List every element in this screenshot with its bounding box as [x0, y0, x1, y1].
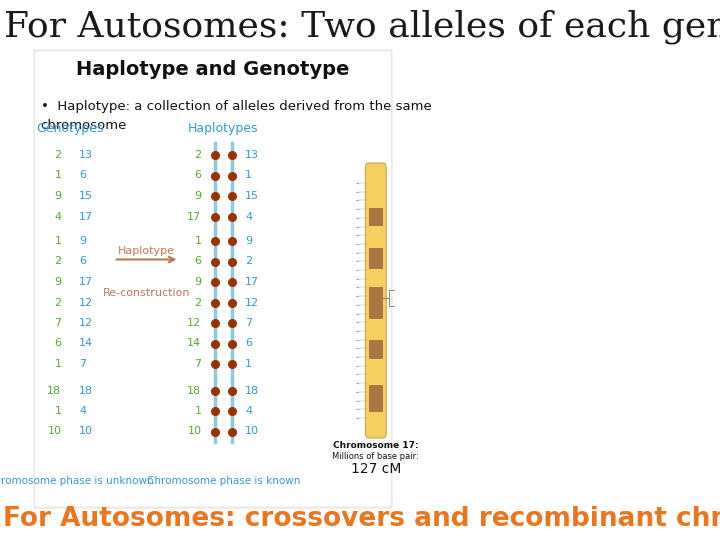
Text: 10: 10 [48, 427, 61, 436]
Text: 1: 1 [55, 406, 61, 416]
Text: 12: 12 [79, 298, 93, 307]
Bar [369, 287, 383, 319]
Text: Millions of base pair:: Millions of base pair: [333, 452, 419, 461]
Text: 6: 6 [194, 171, 202, 180]
Text: 1: 1 [246, 171, 252, 180]
Text: 13: 13 [79, 150, 93, 160]
Text: 127 cM: 127 cM [351, 462, 401, 476]
Text: 18: 18 [48, 386, 61, 395]
Text: 14: 14 [187, 339, 202, 348]
Text: 7: 7 [246, 318, 252, 328]
Text: 10: 10 [187, 427, 202, 436]
Text: Re-construction: Re-construction [103, 287, 190, 298]
Text: 4: 4 [246, 212, 252, 221]
Text: 17: 17 [79, 277, 93, 287]
Text: Haplotypes: Haplotypes [188, 122, 258, 135]
Text: Chromosome phase is unknown: Chromosome phase is unknown [0, 476, 153, 486]
Text: 4: 4 [79, 406, 86, 416]
Text: 15: 15 [246, 191, 259, 201]
Text: 9: 9 [194, 277, 202, 287]
Text: 9: 9 [246, 236, 252, 246]
Text: 9: 9 [79, 236, 86, 246]
Text: 1: 1 [55, 236, 61, 246]
Text: 10: 10 [246, 427, 259, 436]
FancyBboxPatch shape [34, 50, 392, 508]
Text: 17: 17 [187, 212, 202, 221]
Text: 6: 6 [79, 171, 86, 180]
Text: For Autosomes: Two alleles of each gene: For Autosomes: Two alleles of each gene [4, 10, 720, 44]
Text: 1: 1 [55, 359, 61, 369]
Text: 1: 1 [55, 171, 61, 180]
Text: Haplotype and Genotype: Haplotype and Genotype [76, 60, 349, 79]
Text: 4: 4 [54, 212, 61, 221]
Text: 9: 9 [54, 191, 61, 201]
Text: 18: 18 [79, 386, 93, 395]
Text: 9: 9 [54, 277, 61, 287]
Text: 1: 1 [194, 406, 202, 416]
Text: 17: 17 [246, 277, 259, 287]
Text: 18: 18 [187, 386, 202, 395]
Text: 6: 6 [55, 339, 61, 348]
Text: 2: 2 [54, 256, 61, 267]
Text: 2: 2 [54, 150, 61, 160]
Text: Genotypes: Genotypes [37, 122, 104, 135]
Text: 14: 14 [79, 339, 93, 348]
Bar [389, 290, 395, 306]
Text: 18: 18 [246, 386, 259, 395]
Text: Chromosome phase is known: Chromosome phase is known [147, 476, 300, 486]
Text: 7: 7 [194, 359, 202, 369]
Text: 6: 6 [246, 339, 252, 348]
Text: 2: 2 [194, 298, 202, 307]
Text: For Autosomes: crossovers and recombinant chromosomes: For Autosomes: crossovers and recombinan… [3, 506, 720, 532]
Text: 17: 17 [79, 212, 93, 221]
Bar [369, 340, 383, 359]
Text: 2: 2 [246, 256, 252, 267]
Text: 6: 6 [194, 256, 202, 267]
Text: Chromosome 17:: Chromosome 17: [333, 441, 418, 450]
Text: 12: 12 [246, 298, 259, 307]
Text: 4: 4 [246, 406, 252, 416]
Text: 12: 12 [79, 318, 93, 328]
Text: 7: 7 [54, 318, 61, 328]
Text: 2: 2 [54, 298, 61, 307]
Text: 13: 13 [246, 150, 259, 160]
Bar [369, 247, 383, 269]
FancyBboxPatch shape [365, 163, 386, 438]
Text: 1: 1 [246, 359, 252, 369]
FancyBboxPatch shape [35, 52, 391, 506]
Text: 12: 12 [187, 318, 202, 328]
Text: Haplotype: Haplotype [118, 246, 175, 256]
Text: 15: 15 [79, 191, 93, 201]
Bar [369, 208, 383, 226]
Text: 6: 6 [79, 256, 86, 267]
Text: 1: 1 [194, 236, 202, 246]
Text: •  Haplotype: a collection of alleles derived from the same
chromosome: • Haplotype: a collection of alleles der… [40, 100, 431, 132]
Text: 10: 10 [79, 427, 93, 436]
Text: 2: 2 [194, 150, 202, 160]
Bar [369, 386, 383, 412]
Text: 7: 7 [79, 359, 86, 369]
Text: 9: 9 [194, 191, 202, 201]
